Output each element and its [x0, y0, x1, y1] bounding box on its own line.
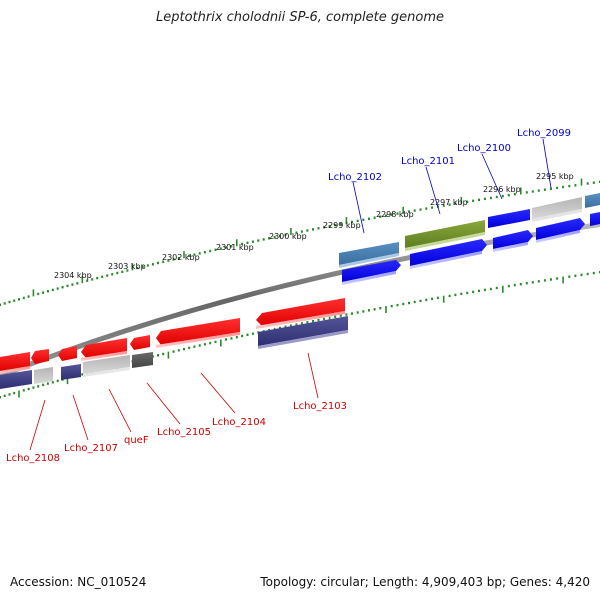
gene-lcho-2103-arrow — [256, 298, 345, 326]
gene-label: Lcho_2099 — [517, 128, 571, 139]
scale-label: 2302 kbp — [162, 253, 200, 262]
reverse-gene-arrows — [0, 298, 345, 374]
scale-label: 2301 kbp — [216, 243, 254, 252]
gene-lcho-2099-arrow — [536, 218, 585, 240]
gene-next-cog — [585, 193, 600, 208]
gene-lcho-2105a-cog — [83, 355, 130, 374]
gene-lcho-2107-cog — [34, 367, 53, 384]
scale-label: 2295 kbp — [536, 172, 574, 181]
gene-lcho-2108-arrow — [0, 352, 30, 371]
reverse-gene-labels: Lcho_2108 Lcho_2107 queF Lcho_2105 Lcho_… — [6, 401, 347, 464]
gene-label: Lcho_2101 — [401, 156, 455, 167]
gene-lcho-2101-cog — [405, 220, 485, 248]
gene-lcho-2100-arrow-shadow — [493, 242, 528, 252]
gene-label: Lcho_2100 — [457, 143, 511, 154]
gene-lcho-2105a-cog-shadow — [83, 367, 130, 377]
gene-lcho-2102-arrow — [342, 260, 401, 282]
gene-lcho-2105a-arrow — [81, 338, 127, 358]
gene-label: Lcho_2102 — [328, 172, 382, 183]
gene-label: Lcho_2108 — [6, 453, 60, 464]
gene-lcho-2108-cog — [0, 370, 32, 389]
gene-lcho-2101-arrow-shadow — [410, 251, 482, 269]
genome-summary-text: Topology: circular; Length: 4,909,403 bp… — [260, 575, 590, 589]
gene-lcho-2105b-cog — [132, 352, 153, 368]
forward-label-leaders — [352, 138, 552, 234]
forward-gene-arrows — [342, 212, 600, 285]
gene-lcho-2099-cog-shadow — [532, 209, 582, 222]
gene-lcho-2100-cog — [488, 209, 530, 228]
gene-lcho-2101-arrow — [410, 239, 487, 266]
scale-labels: 2304 kbp 2303 kbp 2302 kbp 2301 kbp 2300… — [54, 172, 574, 280]
scale-ticks-upper — [0, 178, 600, 306]
gene-lcho-2099-arrow-shadow — [536, 230, 580, 243]
gene-label: Lcho_2104 — [212, 417, 266, 428]
gene-label: Lcho_2103 — [293, 401, 347, 412]
reverse-cog-features — [0, 316, 348, 389]
gene-lcho-2101-cog-shadow — [405, 232, 485, 251]
gene-lcho-2103-cog — [258, 316, 348, 346]
gene-lcho-2108-arrow-shadow — [0, 366, 30, 374]
gene-lcho-2102-arrow-shadow — [342, 271, 396, 285]
scale-label: 2297 kbp — [430, 198, 468, 207]
map-title: Leptothrix cholodnii SP-6, complete geno… — [156, 10, 444, 25]
gene-lcho-2103-cog-shadow — [258, 330, 348, 349]
gene-lcho-2104-arrow-shadow — [156, 332, 240, 348]
gene-label: queF — [124, 435, 149, 446]
gene-label: Lcho_2105 — [157, 427, 211, 438]
gene-lcho-2105b-arrow — [130, 335, 150, 350]
forward-cog-features — [339, 193, 600, 268]
gene-lcho-2102-cog — [339, 242, 399, 265]
gene-lcho-2103-arrow-shadow — [256, 311, 345, 329]
gene-label: Lcho_2107 — [64, 443, 118, 454]
gene-next-arrow — [590, 212, 600, 226]
scale-label: 2304 kbp — [54, 271, 92, 280]
scale-label: 2300 kbp — [269, 232, 307, 241]
scale-label: 2296 kbp — [483, 185, 521, 194]
gene-lcho-2104-arrow — [156, 318, 240, 345]
scale-label: 2303 kbp — [108, 262, 146, 271]
accession-text: Accession: NC_010524 — [10, 575, 147, 589]
scale-label: 2298 kbp — [376, 210, 414, 219]
gene-queF-cog — [61, 364, 81, 380]
gene-lcho-2107-arrow — [31, 349, 49, 364]
gene-lcho-2105a-arrow-shadow — [81, 351, 127, 361]
gene-lcho-2100-arrow — [493, 230, 533, 249]
scale-label: 2299 kbp — [323, 221, 361, 230]
gene-lcho-2102-cog-shadow — [339, 253, 399, 268]
forward-gene-labels: Lcho_2102 Lcho_2101 Lcho_2100 Lcho_2099 — [328, 128, 571, 183]
gene-lcho-2099-cog — [532, 197, 582, 219]
gene-queF-arrow — [58, 346, 77, 361]
reverse-label-leaders — [29, 352, 319, 451]
